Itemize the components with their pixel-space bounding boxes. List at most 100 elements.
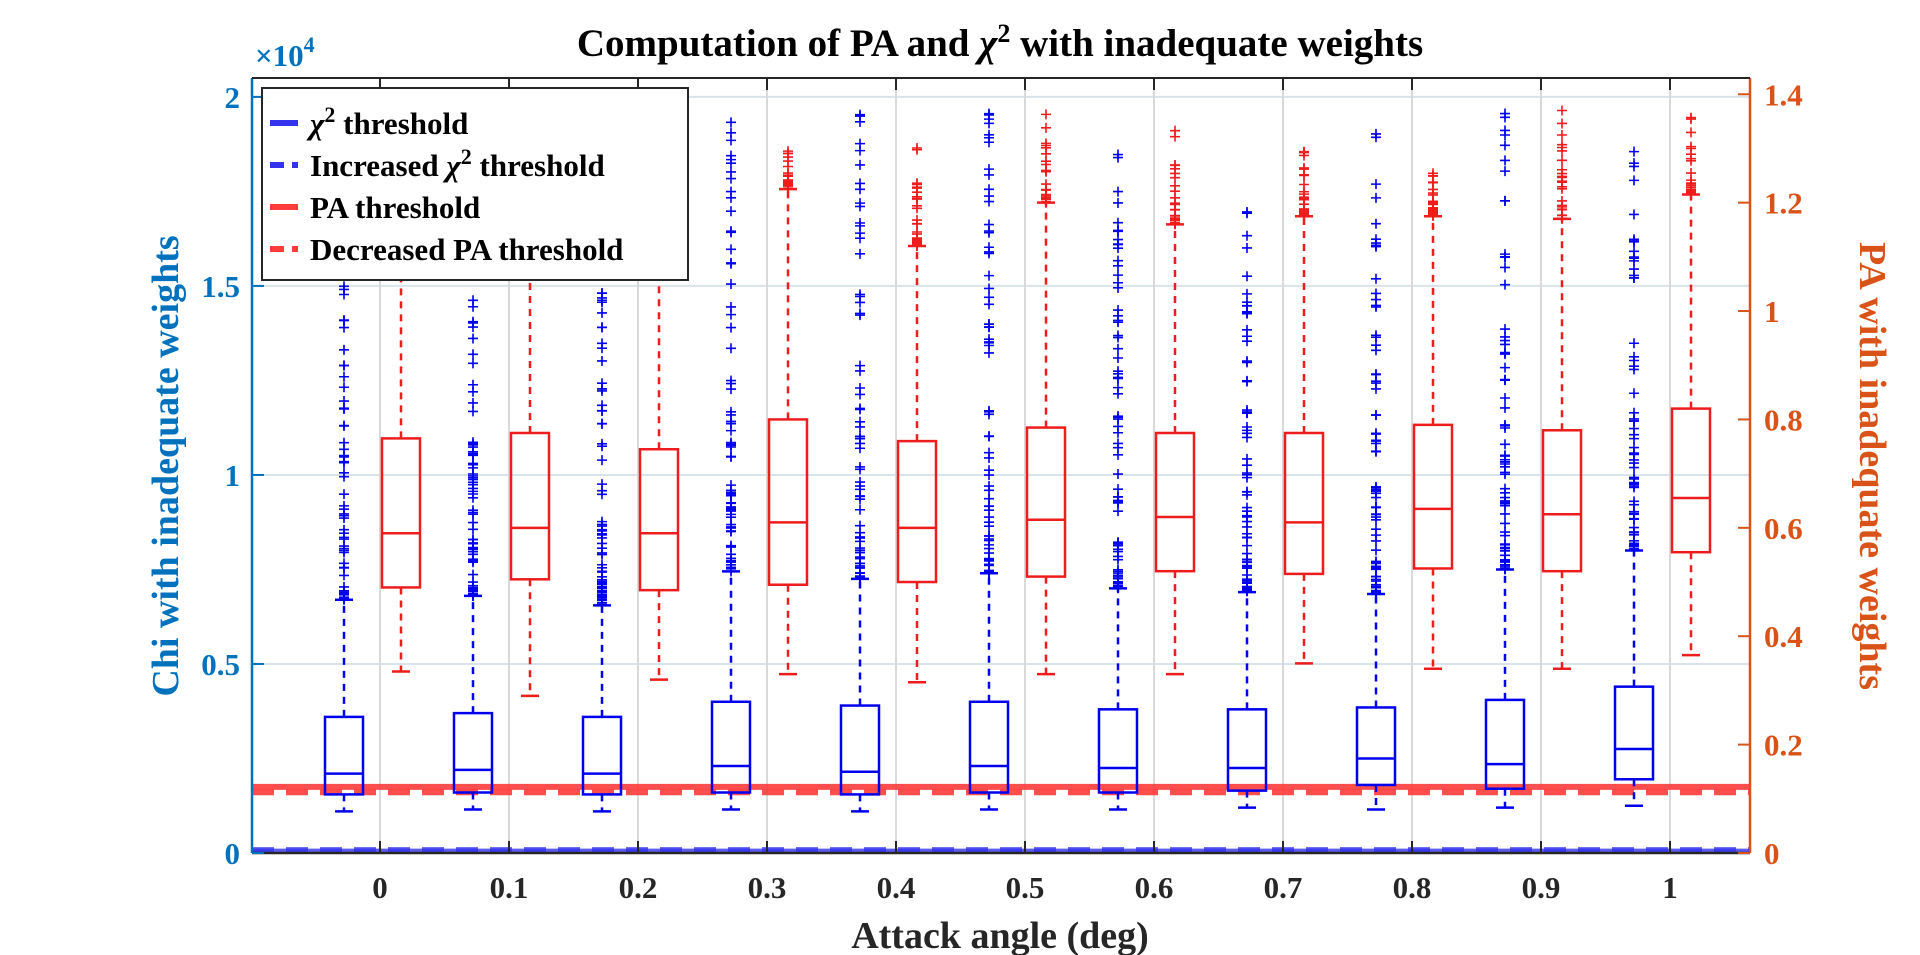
chi-outlier <box>1113 546 1123 557</box>
chi-outlier <box>1242 472 1252 483</box>
chi-outlier <box>855 545 865 556</box>
chi-outlier <box>726 257 736 268</box>
chi-outlier <box>726 343 736 354</box>
chi-box-5 <box>968 108 1010 811</box>
chi-outlier <box>855 145 865 156</box>
chi-outlier <box>1500 497 1510 508</box>
chi-outlier <box>597 418 607 429</box>
x-tick-label: 0.4 <box>877 870 916 905</box>
chi-iqr-box <box>1484 698 1526 790</box>
chi-outlier <box>597 577 607 588</box>
chi-outlier <box>339 513 349 524</box>
chi-outlier <box>726 480 736 491</box>
pa-outlier <box>1557 130 1567 141</box>
chi-outlier <box>468 492 478 503</box>
pa-iqr-box <box>1541 429 1583 573</box>
pa-outlier <box>912 238 922 249</box>
chi-outlier <box>984 270 994 281</box>
chi-outlier <box>468 301 478 312</box>
pa-outliers <box>1170 125 1180 230</box>
pa-outlier <box>1041 122 1051 133</box>
chi-box-7 <box>1226 206 1268 809</box>
y-tick-label-left: 2 <box>225 80 241 115</box>
y-tick-label-right: 0.8 <box>1764 402 1803 437</box>
x-tick-label: 1 <box>1662 870 1678 905</box>
chi-outlier <box>1113 217 1123 228</box>
chi-outlier <box>1242 408 1252 419</box>
y-tick-label-right: 0.2 <box>1764 728 1803 763</box>
chi-outlier <box>984 517 994 528</box>
chi-outlier <box>468 449 478 460</box>
chi-iqr-box <box>710 700 752 794</box>
pa-outlier <box>1557 201 1567 212</box>
chi-outlier <box>597 529 607 540</box>
chi-outlier <box>1629 540 1639 551</box>
chi-outlier <box>1629 449 1639 460</box>
pa-box-7 <box>1283 146 1325 665</box>
chi-outlier <box>1500 129 1510 140</box>
x-tick-label: 0.1 <box>490 870 529 905</box>
pa-box-4 <box>896 143 938 684</box>
pa-outlier <box>783 178 793 189</box>
pa-box-2 <box>638 255 680 681</box>
chi-outlier <box>1371 179 1381 190</box>
chi-outlier <box>1500 393 1510 404</box>
y-tick-label-right: 1.2 <box>1764 186 1803 221</box>
chi-outlier <box>1629 161 1639 172</box>
chi-outlier <box>339 489 349 500</box>
chi-outlier <box>1500 166 1510 177</box>
y-tick-label-right: 0.4 <box>1764 619 1803 654</box>
chi-outlier <box>468 534 478 545</box>
threshold-layer <box>252 783 1750 854</box>
chi-iqr-box <box>323 715 365 796</box>
chi-outlier <box>855 198 865 209</box>
y-axis-label-right: PA with inadequate weights <box>1851 242 1893 690</box>
chi-outlier <box>597 338 607 349</box>
pa-outlier <box>1686 127 1696 138</box>
legend-chi-symbol: χ <box>306 106 325 141</box>
chi-outlier <box>1242 230 1252 241</box>
pa-outliers <box>783 146 793 195</box>
chi-outlier <box>597 438 607 449</box>
chi-outlier <box>1629 264 1639 275</box>
legend-entry-0: χ2 threshold <box>306 102 468 141</box>
chi-outlier <box>726 244 736 255</box>
chi-outlier <box>1500 140 1510 151</box>
chi-outlier <box>984 184 994 195</box>
chi-outlier <box>468 524 478 535</box>
x-tick-label: 0.7 <box>1264 870 1303 905</box>
chi-outlier <box>1242 306 1252 317</box>
chi-outlier <box>339 541 349 552</box>
chi-outlier <box>1242 336 1252 347</box>
y-tick-label-left: 1.5 <box>201 269 240 304</box>
chi-outlier <box>984 114 994 125</box>
chi-outlier <box>726 173 736 184</box>
pa-outlier <box>912 187 922 198</box>
legend-text-pre: Increased <box>310 148 446 183</box>
chi-outlier <box>468 317 478 328</box>
pa-outlier <box>1041 165 1051 176</box>
title-suffix: with inadequate weights <box>1010 22 1423 65</box>
chi-outliers <box>468 295 478 601</box>
chi-outlier <box>1242 206 1252 217</box>
pa-outlier <box>1299 203 1309 214</box>
box-layer <box>323 105 1712 813</box>
chi-outlier <box>1629 234 1639 245</box>
x-tick-label: 0.8 <box>1393 870 1432 905</box>
chi-box-1 <box>452 295 494 811</box>
legend-chi-symbol: χ <box>442 148 461 183</box>
pa-outlier <box>1041 197 1051 208</box>
chi-outlier <box>1242 585 1252 596</box>
y-tick-label-left: 0.5 <box>201 647 240 682</box>
chi-outlier <box>726 451 736 462</box>
pa-outliers <box>1041 109 1051 208</box>
chi-outlier <box>1629 175 1639 186</box>
chi-iqr-box <box>968 700 1010 794</box>
chi-outlier <box>1500 362 1510 373</box>
pa-outlier <box>1170 213 1180 224</box>
chi-outlier <box>984 299 994 310</box>
pa-outlier <box>912 215 922 226</box>
chi-outlier <box>1113 573 1123 584</box>
chart-title: Computation of PA and χ2 with inadequate… <box>577 19 1423 65</box>
